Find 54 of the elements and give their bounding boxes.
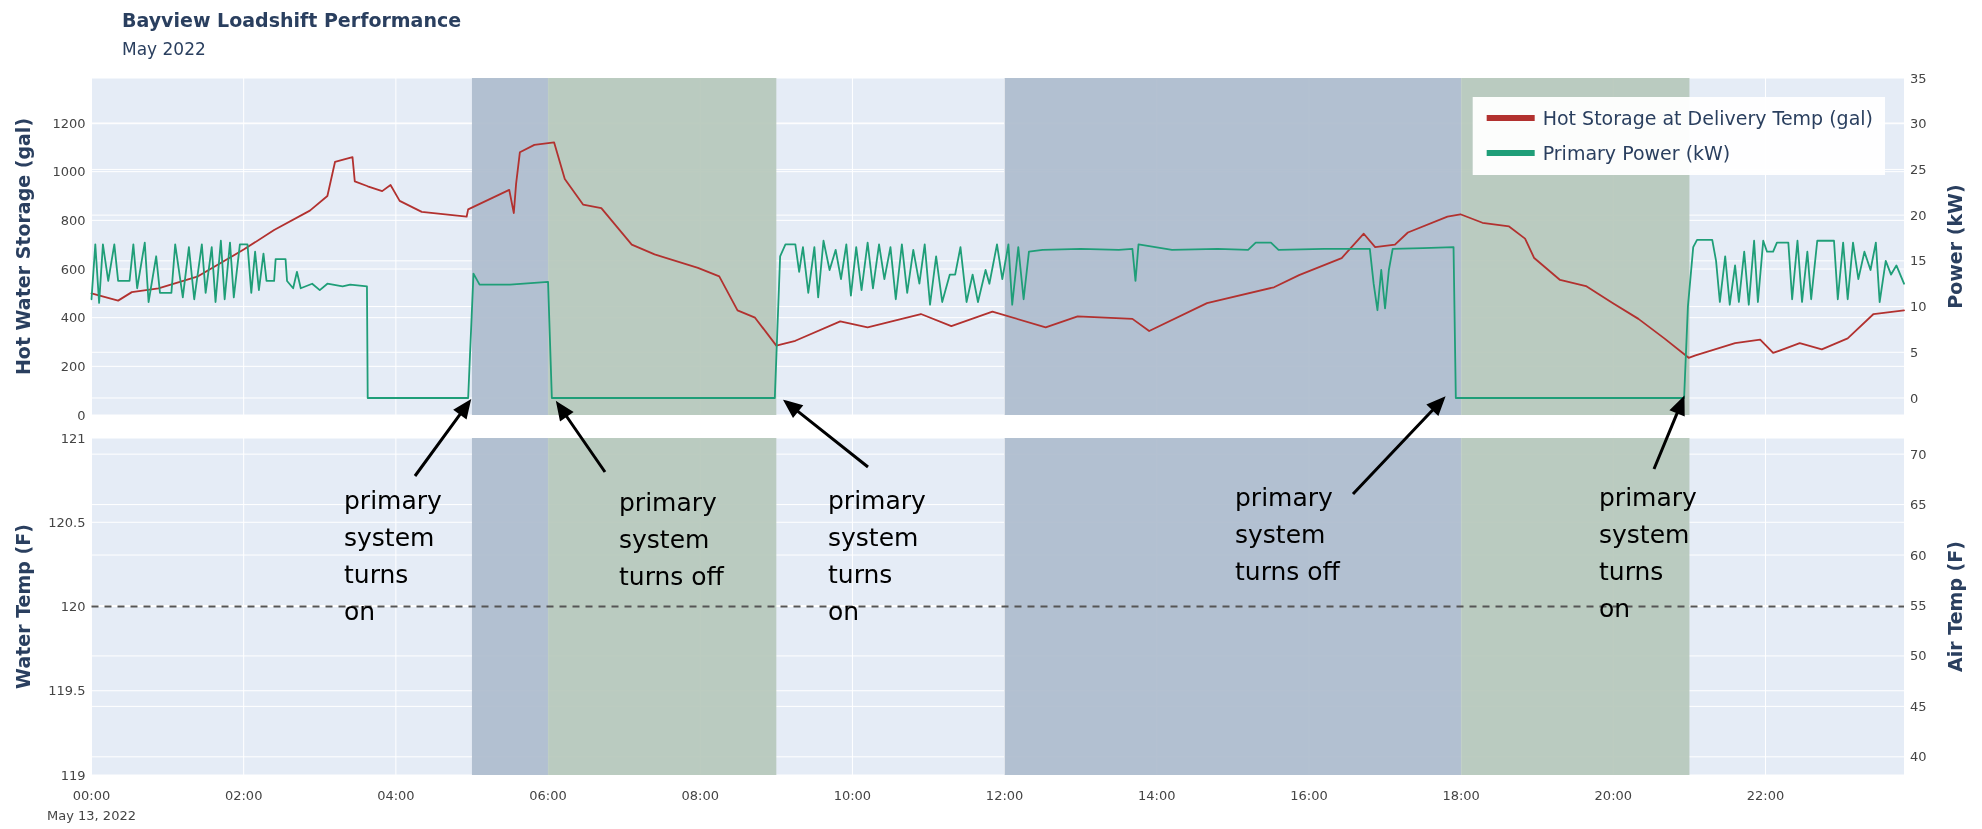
y-tick-label: 800	[60, 212, 86, 228]
x-tick-label: 22:00	[1746, 788, 1785, 803]
x-tick-label: 20:00	[1594, 788, 1633, 803]
y-tick-label: 120.5	[48, 514, 86, 530]
y-tick-label: 119	[60, 767, 86, 783]
y-tick-label: 0	[77, 407, 86, 423]
y-tick-label: 121	[60, 430, 86, 446]
annotation: primary system turns on	[344, 486, 443, 626]
y2-tick-label: 35	[1910, 70, 1927, 86]
x-tick-label: 02:00	[224, 788, 263, 803]
x-tick-label: 06:00	[529, 788, 567, 803]
y2-tick-label: 50	[1910, 648, 1927, 664]
line-series	[90, 141, 1905, 359]
y-axis-title: Hot Water Storage (gal)	[12, 117, 34, 376]
x-tick-label: 10:00	[833, 788, 872, 803]
annotation: primary system turns off	[1235, 483, 1341, 586]
annotation: primary system turns off	[619, 488, 725, 591]
chart-subtitle: May 2022	[122, 39, 206, 59]
y2-tick-label: 20	[1910, 207, 1927, 223]
x-tick-label: 18:00	[1442, 788, 1480, 803]
y-axis-title: Water Temp (F)	[12, 524, 34, 689]
legend-label: Hot Storage at Delivery Temp (gal)	[1542, 106, 1873, 129]
y2-tick-label: 25	[1910, 161, 1927, 177]
y2-axis-title: Power (kW)	[1944, 184, 1966, 309]
chart-title: Bayview Loadshift Performance	[122, 9, 462, 31]
y2-tick-label: 30	[1910, 116, 1927, 132]
annotation: primary system turns on	[828, 486, 927, 626]
y2-tick-label: 55	[1910, 598, 1927, 614]
x-tick-label: 16:00	[1290, 788, 1328, 803]
y2-tick-label: 70	[1910, 446, 1927, 462]
legend-label: Primary Power (kW)	[1542, 141, 1731, 164]
y-tick-label: 400	[60, 310, 86, 326]
x-tick-label: 00:00 May 13, 2022	[47, 788, 136, 823]
y-tick-label: 1000	[52, 164, 86, 180]
y2-tick-label: 45	[1910, 698, 1927, 714]
y2-tick-label: 15	[1910, 253, 1927, 269]
y-tick-label: 119.5	[48, 683, 86, 699]
y-tick-label: 120	[60, 599, 86, 615]
x-tick-label: 14:00	[1138, 788, 1176, 803]
y2-tick-label: 5	[1910, 344, 1919, 360]
x-tick-label: 04:00	[377, 788, 415, 803]
y-tick-label: 600	[60, 261, 86, 277]
y2-tick-label: 60	[1910, 547, 1927, 563]
y2-axis-title: Air Temp (F)	[1944, 541, 1966, 672]
x-tick-label: 12:00	[985, 788, 1024, 803]
y2-tick-label: 0	[1910, 390, 1919, 406]
y-tick-label: 200	[60, 358, 86, 374]
y2-tick-label: 65	[1910, 497, 1927, 513]
annotation: primary system turns on	[1599, 483, 1698, 623]
x-tick-label: 08:00	[681, 788, 719, 803]
line-series	[90, 238, 1905, 399]
y2-tick-label: 40	[1910, 749, 1927, 765]
y2-tick-label: 10	[1910, 299, 1927, 315]
y-tick-label: 1200	[52, 115, 86, 131]
